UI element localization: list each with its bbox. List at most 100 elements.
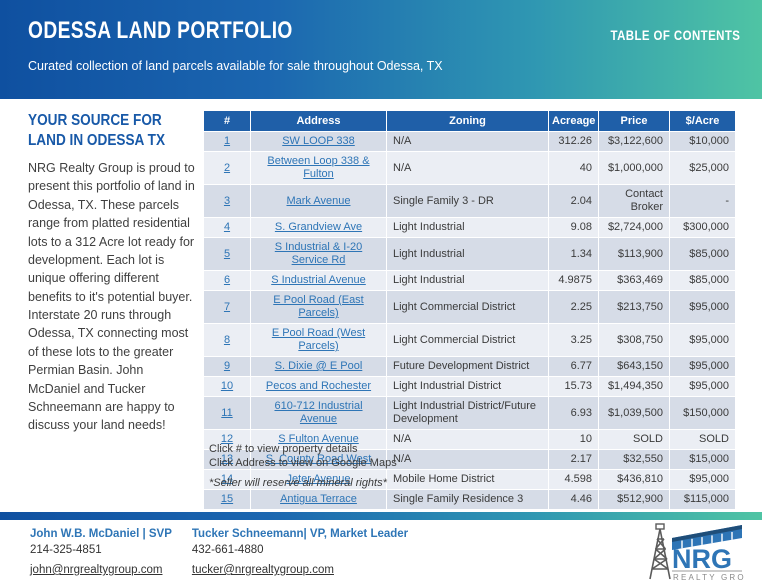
cell-zoning: Light Commercial District <box>386 323 549 357</box>
property-details-link[interactable]: 3 <box>223 194 231 207</box>
table-row: 1 SW LOOP 338 N/A 312.26 $3,122,600 $10,000 <box>203 131 736 152</box>
property-details-link[interactable]: 7 <box>223 300 231 313</box>
cell-per_acre: $300,000 <box>669 217 736 238</box>
cell-zoning: Future Development District <box>386 356 549 377</box>
sidebar-body-text: NRG Realty Group is proud to present thi… <box>28 161 195 433</box>
contact-phone: 214-325-4851 <box>30 544 102 556</box>
logo-subtitle: REALTY GROUP <box>673 573 746 582</box>
table-row: 15 Antigua Terrace Single Family Residence… <box>203 489 736 510</box>
cell-price: Contact Broker <box>598 184 670 218</box>
property-details-link[interactable]: 12 <box>220 433 234 445</box>
table-note: Click # to view property details <box>209 443 358 455</box>
cell-zoning: Single Family Residence 3 <box>386 489 549 510</box>
address-map-link[interactable]: SW LOOP 338 <box>282 135 355 147</box>
cell-address: S Industrial Avenue <box>250 270 387 291</box>
address-map-link[interactable]: E Pool Road (East Parcels) <box>273 294 364 319</box>
property-details-link[interactable]: 1 <box>223 135 231 147</box>
cell-address: E Pool Road (East Parcels) <box>250 290 387 324</box>
cell-zoning: N/A <box>386 131 549 152</box>
cell-zoning: Single Family 3 - DR <box>386 184 549 218</box>
cell-per_acre: $25,000 <box>669 151 736 185</box>
cell-zoning: Light Industrial <box>386 237 549 271</box>
cell-price: $1,039,500 <box>598 396 670 430</box>
address-map-link[interactable]: S Industrial & I-20 Service Rd <box>274 241 363 266</box>
cell-per_acre: $95,000 <box>669 469 736 490</box>
page-subtitle: Curated collection of land parcels avail… <box>28 59 443 73</box>
property-details-link[interactable]: 5 <box>223 247 231 260</box>
cell-acreage: 4.46 <box>548 489 599 510</box>
cell-num: 3 <box>203 184 251 218</box>
cell-acreage: 4.9875 <box>548 270 599 291</box>
oil-derrick-icon <box>649 523 671 580</box>
table-header-row: # Address Zoning Acreage Price $/Acre <box>203 110 736 132</box>
cell-acreage: 312.26 <box>548 131 599 152</box>
address-map-link[interactable]: Antigua Terrace <box>280 493 357 505</box>
cell-zoning: N/A <box>386 151 549 185</box>
property-details-link[interactable]: 4 <box>223 221 231 233</box>
cell-acreage: 3.25 <box>548 323 599 357</box>
contact-card: Tucker Schneemann| VP, Market Leader 432-… <box>192 528 408 578</box>
table-row: 4 S. Grandview Ave Light Industrial 9.08 $2,… <box>203 217 736 238</box>
contact-email-link[interactable]: tucker@nrgrealtygroup.com <box>191 564 334 576</box>
address-map-link[interactable]: S Industrial Avenue <box>271 274 366 286</box>
footer: John W.B. McDaniel | SVP 214-325-4851 john… <box>0 520 762 588</box>
property-details-link[interactable]: 15 <box>220 493 234 505</box>
property-details-link[interactable]: 9 <box>223 360 231 372</box>
column-header-zoning: Zoning <box>386 110 549 132</box>
cell-acreage: 9.08 <box>548 217 599 238</box>
address-map-link[interactable]: S. Dixie @ E Pool <box>274 360 363 372</box>
property-details-link[interactable]: 14 <box>220 473 234 485</box>
cell-address: S. County Road West <box>250 449 387 470</box>
table-row: 9 S. Dixie @ E Pool Future Development Dis… <box>203 356 736 377</box>
cell-price: $113,900 <box>598 237 670 271</box>
property-details-link[interactable]: 13 <box>220 453 234 465</box>
column-header-num: # <box>203 110 251 132</box>
property-details-link[interactable]: 2 <box>223 161 231 174</box>
building-roof-icon <box>672 525 742 550</box>
table-notes: Click # to view property details Click Ad… <box>209 442 397 470</box>
address-map-link[interactable]: 610-712 Industrial Avenue <box>274 400 363 425</box>
table-row: 3 Mark Avenue Single Family 3 - DR 2.04 Cont… <box>203 184 736 218</box>
cell-per_acre: $115,000 <box>669 489 736 510</box>
address-map-link[interactable]: E Pool Road (West Parcels) <box>271 327 366 352</box>
cell-address: S. Grandview Ave <box>250 217 387 238</box>
cell-num: 15 <box>203 489 251 510</box>
mineral-rights-note: *Seller will reserve all mineral rights* <box>209 477 387 489</box>
logo-name: NRG <box>672 544 732 574</box>
cell-acreage: 4.598 <box>548 469 599 490</box>
cell-price: $1,494,350 <box>598 376 670 397</box>
nrg-logo-graphic: NRG REALTY GROUP <box>649 523 759 582</box>
cell-price: $643,150 <box>598 356 670 377</box>
cell-per_acre: $15,000 <box>669 449 736 470</box>
table-row: 10 Pecos and Rochester Light Industrial Di… <box>203 376 736 397</box>
cell-acreage: 6.93 <box>548 396 599 430</box>
cell-price: $363,469 <box>598 270 670 291</box>
cell-num: 10 <box>203 376 251 397</box>
table-of-contents-label: TABLE OF CONTENTS <box>610 27 740 43</box>
address-map-link[interactable]: S Fulton Avenue <box>278 433 359 445</box>
address-map-link[interactable]: Mark Avenue <box>286 194 351 207</box>
cell-num: 9 <box>203 356 251 377</box>
column-header-address: Address <box>250 110 387 132</box>
cell-price: $512,900 <box>598 489 670 510</box>
address-map-link[interactable]: Pecos and Rochester <box>265 380 372 392</box>
column-header-price: Price <box>598 110 670 132</box>
contact-name: Tucker Schneemann| VP, Market Leader <box>191 528 409 540</box>
address-map-link[interactable]: S. County Road West <box>265 453 372 465</box>
property-details-link[interactable]: 6 <box>223 274 231 286</box>
cell-num: 1 <box>203 131 251 152</box>
address-map-link[interactable]: S. Grandview Ave <box>274 221 363 233</box>
cell-address: SW LOOP 338 <box>250 131 387 152</box>
cell-address: Antigua Terrace <box>250 489 387 510</box>
address-map-link[interactable]: Jeter Avenue <box>286 473 351 485</box>
cell-acreage: 10 <box>548 429 599 450</box>
cell-num: 14 <box>203 469 251 490</box>
table-row: 7 E Pool Road (East Parcels) Light Commerc… <box>203 290 736 324</box>
property-details-link[interactable]: 10 <box>220 380 234 392</box>
cell-address: Mark Avenue <box>250 184 387 218</box>
property-details-link[interactable]: 8 <box>223 333 231 346</box>
property-details-link[interactable]: 11 <box>221 406 233 419</box>
address-map-link[interactable]: Between Loop 338 & Fulton <box>267 155 370 180</box>
contact-email-link[interactable]: john@nrgrealtygroup.com <box>30 564 163 576</box>
cell-num: 4 <box>203 217 251 238</box>
